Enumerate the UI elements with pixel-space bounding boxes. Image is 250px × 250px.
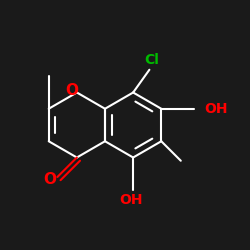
Text: O: O — [65, 82, 78, 98]
Text: O: O — [43, 172, 56, 187]
Text: OH: OH — [119, 192, 142, 206]
Text: OH: OH — [204, 102, 227, 116]
Text: Cl: Cl — [144, 53, 159, 67]
